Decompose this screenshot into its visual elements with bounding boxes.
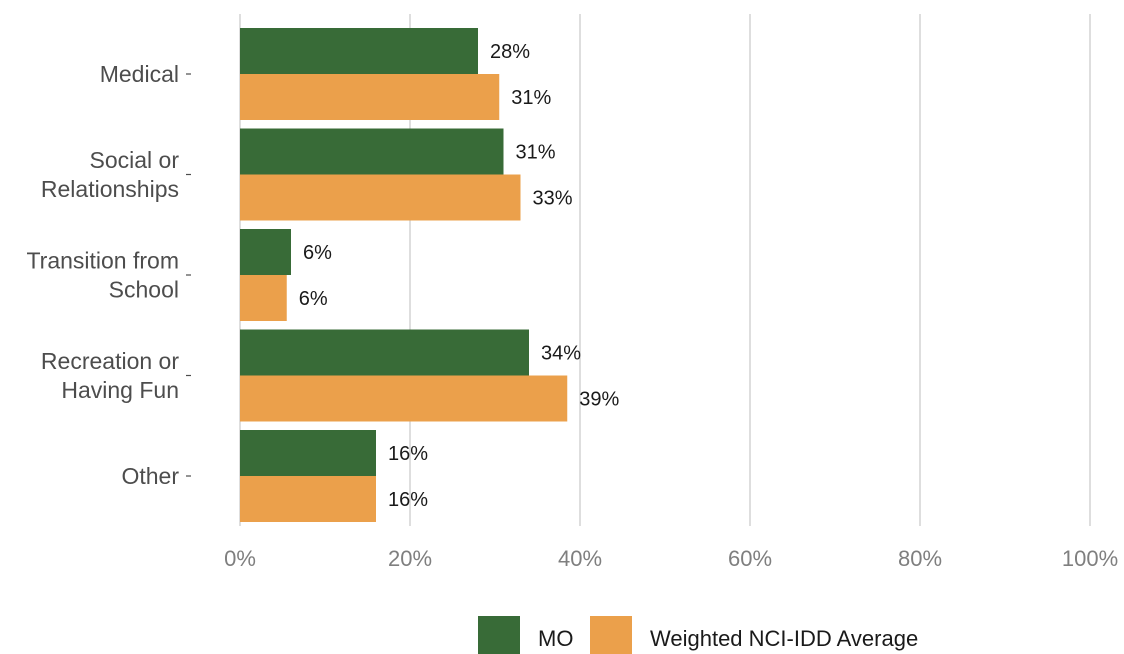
data-label: 28% [490, 41, 530, 63]
x-tick-label: 80% [898, 546, 942, 571]
category-label: Transition from [26, 248, 179, 274]
bar [240, 174, 521, 221]
data-label: 31% [516, 142, 556, 164]
data-label: 16% [388, 443, 428, 465]
category-label: School [109, 277, 179, 303]
category-label: Other [121, 463, 179, 489]
bars [240, 28, 568, 522]
data-label: 6% [299, 288, 328, 310]
data-label: 34% [541, 343, 581, 365]
bar [240, 275, 287, 321]
y-axis: Medical Social or Relationships Transition … [26, 61, 191, 489]
bar [240, 28, 478, 74]
bar [240, 128, 504, 175]
legend-label: Weighted NCI-IDD Average [650, 626, 918, 651]
data-label: 31% [511, 87, 551, 109]
category-label: Relationships [41, 176, 179, 202]
data-label: 6% [303, 242, 332, 264]
x-axis: 0% 20% 40% 60% 80% 100% [224, 546, 1118, 571]
x-tick-label: 0% [224, 546, 256, 571]
legend-label: MO [538, 626, 573, 651]
legend-swatch [590, 616, 632, 654]
x-tick-label: 20% [388, 546, 432, 571]
x-tick-label: 40% [558, 546, 602, 571]
bar [240, 430, 376, 476]
bar [240, 229, 291, 275]
category-label: Medical [100, 61, 179, 87]
category-label: Recreation or [41, 348, 179, 374]
bar [240, 476, 376, 522]
x-tick-label: 100% [1062, 546, 1118, 571]
legend: MO Weighted NCI-IDD Average [478, 616, 918, 654]
x-tick-label: 60% [728, 546, 772, 571]
data-labels: 28% 31% 31% 33% 6% 6% 34% 39% 16% 16% [299, 41, 620, 511]
category-label: Social or [90, 147, 180, 173]
data-label: 33% [533, 188, 573, 210]
legend-swatch [478, 616, 520, 654]
category-label: Having Fun [61, 377, 179, 403]
data-label: 16% [388, 489, 428, 511]
bar [240, 74, 500, 120]
bar [240, 329, 529, 376]
bar [240, 375, 568, 422]
data-label: 39% [579, 389, 619, 411]
